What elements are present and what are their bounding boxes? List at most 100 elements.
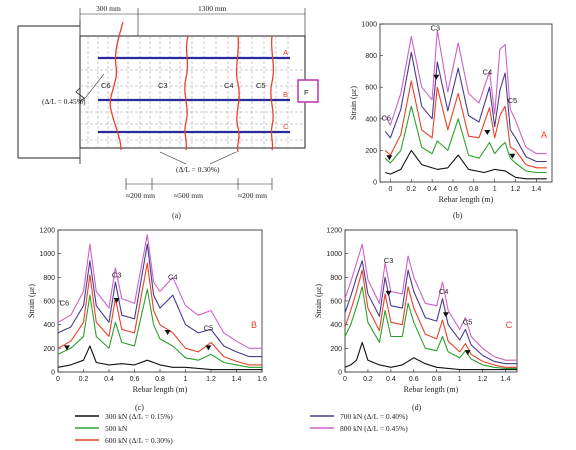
crack-label-c5: C5 — [256, 81, 266, 90]
crack-marker — [464, 350, 471, 356]
force-box — [297, 79, 319, 103]
x-tick-label: 1.4 — [531, 186, 541, 193]
dim-300mm: 300 mm — [96, 4, 121, 13]
crack-label: C5 — [463, 318, 473, 327]
crack-label-c4: C4 — [224, 81, 234, 90]
legend: 300 kN (Δ/L = 0.15%) 500 kN 600 kN (Δ/L = … — [75, 412, 408, 445]
series-line-700kN — [384, 51, 547, 163]
x-tick-label: 0.6 — [448, 186, 458, 193]
y-tick-label: 800 — [43, 275, 55, 282]
x-tick-label: 0 — [343, 376, 347, 383]
crack-label-c6: C6 — [101, 81, 111, 90]
fiber-grid — [80, 36, 305, 148]
caption-a: (a) — [172, 211, 181, 220]
ratio-left: (Δ/L = 0.45%) — [42, 97, 86, 106]
series-line-500kN — [384, 105, 547, 174]
y-axis-label: Strain (με) — [349, 86, 358, 120]
y-tick-label: 0 — [51, 370, 55, 377]
x-tick-label: 1.4 — [501, 376, 511, 383]
dim-200mm-right: ≈200 mm — [238, 191, 267, 200]
x-tick-label: 0 — [388, 186, 392, 193]
dim-500mm: ≈500 mm — [174, 191, 203, 200]
ratio-bottom-arrow-1 — [159, 151, 187, 165]
x-tick-label: 0.6 — [130, 376, 140, 383]
y-tick-label: 400 — [330, 322, 342, 329]
chart-panel-d: 0 200 400 600 800 1000 1200 0 0.2 0.4 0.6 0.8 1 1.2 1.… — [314, 228, 518, 394]
x-tick-label: 0.2 — [406, 186, 416, 193]
y-tick-label: 400 — [365, 116, 377, 123]
caption-d: (d) — [412, 403, 422, 412]
crack-lines — [109, 21, 275, 153]
crack-c4 — [235, 35, 240, 153]
rebar-label: C — [506, 320, 513, 330]
y-tick-label: 800 — [330, 275, 342, 282]
series-line-500kN — [344, 286, 517, 369]
crack-marker — [164, 329, 171, 335]
x-tick-label: 1.2 — [511, 186, 521, 193]
x-tick-label: 1.4 — [232, 376, 242, 383]
x-axis-label: Rebar length (m) — [404, 385, 459, 394]
crack-label: C4 — [483, 68, 493, 77]
y-tick-label: 1200 — [39, 228, 55, 235]
y-tick-label: 200 — [43, 346, 55, 353]
caption-c: (c) — [135, 403, 144, 412]
rebar-label-a: A — [283, 48, 288, 57]
y-tick-label: 600 — [330, 299, 342, 306]
x-axis-label: Rebar length (m) — [133, 385, 188, 394]
x-tick-label: 0.2 — [79, 376, 89, 383]
chart-panel-c: 0 200 400 600 800 1000 1200 0 0.2 0.4 0.6 0.8 1 1.2 1.… — [27, 228, 267, 395]
crack-label: C5 — [508, 96, 518, 105]
crack-label: C3 — [430, 23, 440, 32]
dim-200mm-left: ≈200 mm — [126, 191, 155, 200]
crack-label: C5 — [204, 324, 214, 333]
rebar-label-b: B — [283, 90, 288, 99]
crack-marker — [442, 312, 449, 318]
x-tick-label: 1.2 — [478, 376, 488, 383]
x-tick-label: 0.8 — [469, 186, 479, 193]
crack-marker — [386, 155, 393, 161]
x-tick-label: 0.4 — [427, 186, 437, 193]
series-line-300kN — [385, 149, 547, 180]
plot-frame — [344, 229, 518, 373]
crack-label: C4 — [168, 273, 178, 282]
y-tick-label: 200 — [365, 148, 377, 155]
x-tick-label: 0.4 — [386, 376, 396, 383]
series-line-800kN — [384, 29, 547, 155]
crack-marker — [385, 290, 392, 296]
series-line-700kN — [57, 243, 262, 358]
x-tick-label: 1 — [458, 376, 462, 383]
x-tick-label: 0.8 — [432, 376, 442, 383]
crack-c3 — [184, 35, 189, 151]
y-tick-label: 1000 — [39, 251, 55, 258]
series-line-600kN — [344, 269, 517, 368]
crack-label: C3 — [112, 270, 122, 279]
rebar-label: B — [251, 320, 257, 330]
crack-label: C3 — [384, 256, 394, 265]
force-label: F — [304, 88, 309, 97]
series-line-700kN — [344, 260, 517, 365]
ratio-bottom: (Δ/L = 0.30%) — [176, 165, 220, 174]
y-tick-label: 0 — [373, 180, 377, 187]
legend-label-300kN: 300 kN (Δ/L = 0.15%) — [105, 412, 173, 421]
chart-panel-b: 0 200 400 600 800 1000 0 0.2 0.4 0.6 0.8 1 1.2 1.4 Reb… — [349, 22, 553, 204]
series-line-800kN — [344, 243, 517, 361]
crack-label: C6 — [60, 299, 70, 308]
x-tick-label: 1 — [184, 376, 188, 383]
y-axis-label: Strain (με) — [314, 284, 323, 318]
y-tick-label: 1000 — [361, 22, 377, 29]
series-line-600kN — [57, 262, 262, 366]
x-tick-label: 1 — [493, 186, 497, 193]
crack-marker — [509, 153, 516, 159]
series-line-800kN — [57, 234, 262, 349]
x-tick-label: 1.2 — [206, 376, 216, 383]
series-line-600kN — [384, 80, 547, 169]
legend-label-500kN: 500 kN — [105, 424, 128, 433]
dim-1300mm: 1300 mm — [198, 4, 227, 13]
legend-label-800kN: 800 kN (Δ/L = 0.45%) — [340, 424, 408, 433]
y-tick-label: 400 — [43, 322, 55, 329]
crack-c5 — [270, 35, 275, 151]
y-tick-label: 800 — [365, 53, 377, 60]
y-tick-label: 0 — [338, 370, 342, 377]
x-axis-label: Rebar length (m) — [439, 195, 494, 204]
series-line-300kN — [344, 341, 517, 371]
